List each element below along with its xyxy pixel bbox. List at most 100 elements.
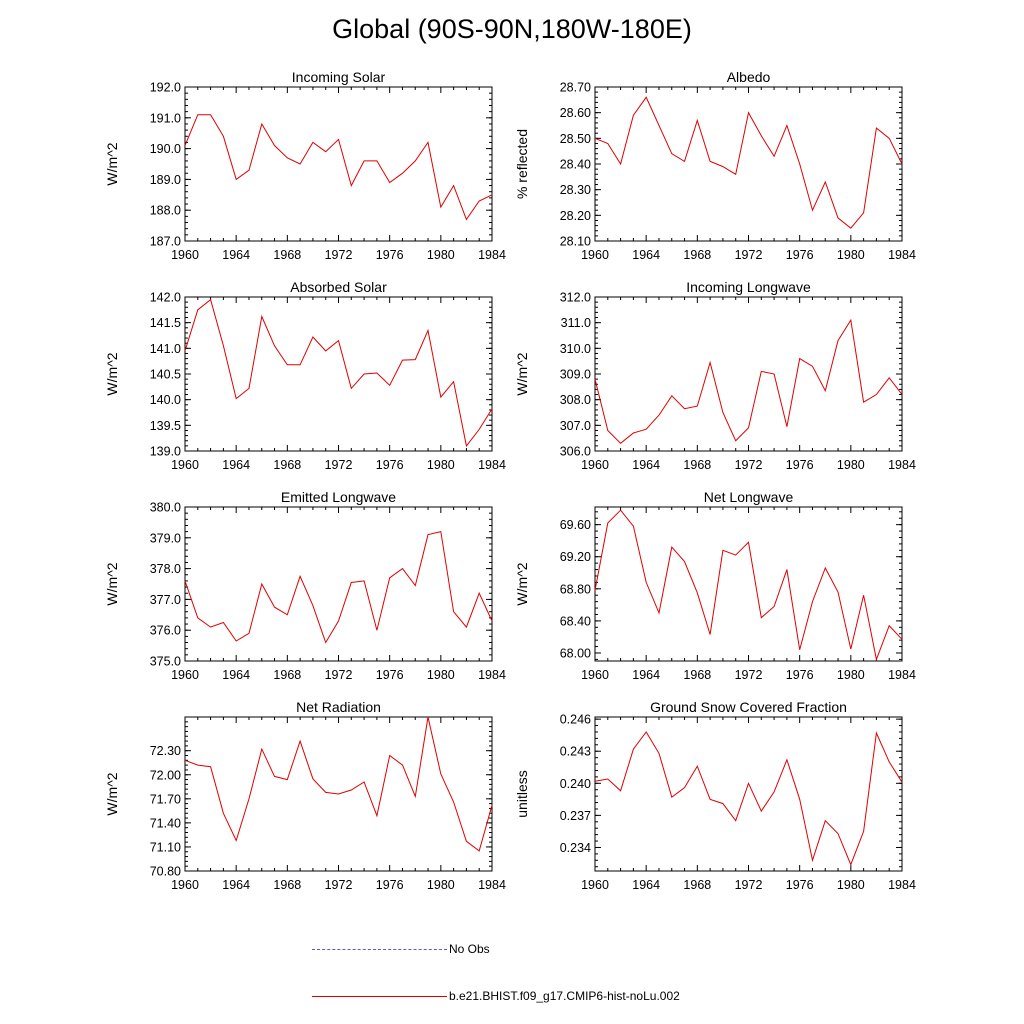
y-tick-label: 28.20 xyxy=(560,209,591,223)
y-tick-label: 0.240 xyxy=(560,777,591,791)
chart-title: Incoming Solar xyxy=(292,69,386,85)
x-tick-label: 1976 xyxy=(376,878,404,892)
series-line xyxy=(594,509,903,662)
y-tick-label: 309.0 xyxy=(560,368,591,382)
x-tick-label: 1972 xyxy=(325,878,353,892)
x-tick-label: 1972 xyxy=(735,458,763,472)
y-tick-label: 28.10 xyxy=(560,235,591,249)
x-tick-label: 1972 xyxy=(325,248,353,262)
x-tick-label: 1960 xyxy=(171,878,199,892)
x-tick-label: 1960 xyxy=(171,668,199,682)
y-tick-label: 311.0 xyxy=(561,316,591,330)
legend-model-swatch xyxy=(312,995,447,997)
x-tick-label: 1984 xyxy=(888,878,916,892)
x-tick-label: 1960 xyxy=(581,878,609,892)
chart-title: Ground Snow Covered Fraction xyxy=(650,699,847,715)
x-tick-label: 1968 xyxy=(683,878,711,892)
series-line xyxy=(184,530,493,644)
y-axis-label: W/m^2 xyxy=(104,142,120,185)
y-tick-label: 142.0 xyxy=(150,291,181,305)
y-tick-label: 28.50 xyxy=(560,132,591,146)
y-tick-label: 68.00 xyxy=(560,646,591,660)
y-tick-label: 379.0 xyxy=(150,531,181,545)
y-tick-label: 188.0 xyxy=(150,204,181,218)
chart-8: Ground Snow Covered Fraction unitless 1960… xyxy=(514,699,916,892)
chart-title: Absorbed Solar xyxy=(290,279,387,295)
x-tick-label: 1980 xyxy=(427,248,455,262)
y-tick-label: 377.0 xyxy=(150,593,181,607)
legend-model-label: b.e21.BHIST.f09_g17.CMIP6-hist-noLu.002 xyxy=(449,989,680,1003)
x-tick-label: 1980 xyxy=(837,248,865,262)
x-tick-label: 1960 xyxy=(581,458,609,472)
x-tick-label: 1980 xyxy=(427,668,455,682)
x-tick-label: 1972 xyxy=(325,668,353,682)
x-tick-label: 1964 xyxy=(222,668,250,682)
y-tick-label: 189.0 xyxy=(150,173,181,187)
x-tick-label: 1976 xyxy=(786,668,814,682)
y-tick-label: 28.40 xyxy=(560,158,591,172)
x-tick-label: 1964 xyxy=(632,248,660,262)
series-line xyxy=(594,318,903,444)
x-tick-label: 1976 xyxy=(376,458,404,472)
y-tick-label: 191.0 xyxy=(150,111,181,125)
x-tick-label: 1984 xyxy=(478,248,506,262)
x-tick-label: 1972 xyxy=(325,458,353,472)
y-tick-label: 0.243 xyxy=(560,745,591,759)
x-tick-label: 1976 xyxy=(786,458,814,472)
y-tick-label: 378.0 xyxy=(150,562,181,576)
x-tick-label: 1984 xyxy=(888,248,916,262)
y-tick-label: 380.0 xyxy=(150,501,181,515)
plot-frame xyxy=(184,86,493,242)
x-tick-label: 1968 xyxy=(273,248,301,262)
series-line xyxy=(184,716,493,852)
y-axis-label: W/m^2 xyxy=(104,772,120,815)
plot-frame xyxy=(594,716,903,872)
chart-title: Net Radiation xyxy=(296,699,381,715)
chart-3: Absorbed Solar W/m^2 1960 1964 1968 1972 1976 1… xyxy=(104,279,506,472)
x-tick-label: 1980 xyxy=(837,668,865,682)
x-tick-label: 1968 xyxy=(683,248,711,262)
series-line xyxy=(184,114,493,221)
x-tick-label: 1968 xyxy=(273,458,301,472)
x-tick-label: 1960 xyxy=(581,248,609,262)
y-tick-label: 71.40 xyxy=(150,816,181,830)
y-tick-label: 68.40 xyxy=(560,614,591,628)
chart-4: Incoming Longwave W/m^2 1960 1964 1968 1972 19… xyxy=(514,279,916,472)
chart-5: Emitted Longwave W/m^2 1960 1964 1968 1972 197… xyxy=(104,489,506,682)
y-tick-label: 310.0 xyxy=(560,342,591,356)
y-tick-label: 375.0 xyxy=(150,655,181,669)
chart-title: Albedo xyxy=(727,69,771,85)
y-tick-label: 192.0 xyxy=(150,81,181,95)
y-tick-label: 140.0 xyxy=(150,393,181,407)
y-tick-label: 190.0 xyxy=(150,142,181,156)
x-tick-label: 1980 xyxy=(837,878,865,892)
x-tick-label: 1964 xyxy=(222,878,250,892)
y-tick-label: 72.00 xyxy=(150,768,181,782)
y-tick-label: 28.70 xyxy=(560,81,591,95)
y-tick-label: 306.0 xyxy=(560,445,591,459)
chart-title: Net Longwave xyxy=(704,489,794,505)
x-tick-label: 1980 xyxy=(427,878,455,892)
x-tick-label: 1984 xyxy=(888,458,916,472)
plot-frame xyxy=(184,506,493,662)
y-tick-label: 141.5 xyxy=(150,316,181,330)
x-tick-label: 1964 xyxy=(222,248,250,262)
y-axis-label: W/m^2 xyxy=(104,562,120,605)
x-tick-label: 1964 xyxy=(632,668,660,682)
series-line xyxy=(594,96,903,229)
legend-obs: No Obs xyxy=(312,942,490,956)
x-tick-label: 1960 xyxy=(581,668,609,682)
y-tick-label: 187.0 xyxy=(150,235,181,249)
x-tick-label: 1972 xyxy=(735,878,763,892)
y-tick-label: 72.30 xyxy=(150,744,181,758)
x-tick-label: 1976 xyxy=(786,878,814,892)
y-tick-label: 70.80 xyxy=(150,865,181,879)
x-tick-label: 1968 xyxy=(273,878,301,892)
chart-2: Albedo % reflected 1960 1964 1968 1972 1976 198… xyxy=(514,69,916,262)
y-tick-label: 308.0 xyxy=(560,393,591,407)
x-tick-label: 1964 xyxy=(222,458,250,472)
y-axis-label: W/m^2 xyxy=(514,352,530,395)
x-tick-label: 1984 xyxy=(478,458,506,472)
x-tick-label: 1984 xyxy=(888,668,916,682)
